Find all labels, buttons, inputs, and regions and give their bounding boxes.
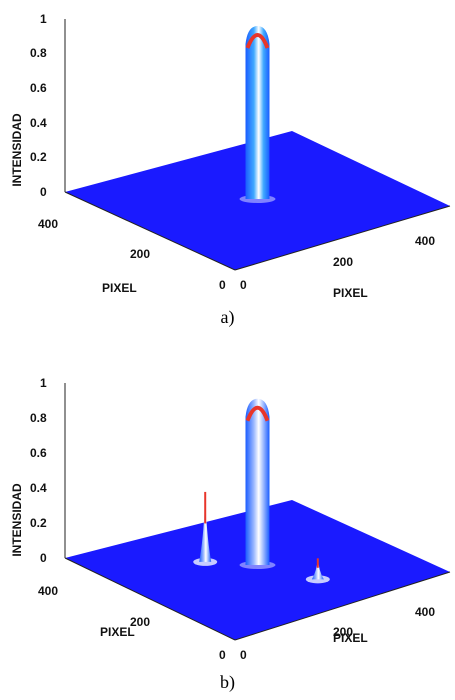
x-tick-label: 0 <box>219 648 226 662</box>
z-tick-label: 0.2 <box>30 150 47 164</box>
peak-top <box>245 405 270 422</box>
y-tick-label: 200 <box>333 625 353 639</box>
z-tick-label: 0.4 <box>30 116 47 130</box>
peaks-group <box>193 398 330 584</box>
surface-peak <box>239 26 276 203</box>
peak-body <box>245 398 270 565</box>
y-tick-label: 400 <box>415 605 435 619</box>
z-tick-label: 0.4 <box>30 481 47 495</box>
z-axis-label: INTENSIDAD <box>10 113 24 187</box>
z-tick-label: 0.2 <box>30 516 47 530</box>
floor-edge-right <box>234 205 451 271</box>
x-tick-label: 200 <box>130 247 150 261</box>
x-tick-label: 200 <box>130 615 150 629</box>
z-tick-label: 0.6 <box>30 81 47 95</box>
y-tick-label: 400 <box>415 234 435 248</box>
x-axis-label: PIXEL <box>102 281 137 295</box>
floor-plane <box>65 500 450 640</box>
x-tick-label: 0 <box>219 278 226 292</box>
floor-edge-left <box>64 191 236 271</box>
floor-edge-left <box>64 557 236 641</box>
z-tick-label: 0.8 <box>30 411 47 425</box>
x-axis-label: PIXEL <box>100 625 135 639</box>
peak-body <box>245 26 270 199</box>
peak-body <box>311 558 324 580</box>
surface-plot-a: 0 0.2 0.4 0.6 0.8 1 400 200 0 0 200 400 … <box>10 12 451 327</box>
z-tick-label: 1 <box>40 12 47 26</box>
surface-peak <box>239 398 276 569</box>
peak-body <box>199 491 212 562</box>
z-axis-label: INTENSIDAD <box>10 483 24 557</box>
peak-top <box>245 33 270 49</box>
y-tick-label: 0 <box>240 278 247 292</box>
figure-caption: b) <box>220 672 235 692</box>
floor-edge-right <box>234 571 451 641</box>
surface-plot-b: 0 0.2 0.4 0.6 0.8 1 400 200 0 0 200 400 … <box>0 350 455 700</box>
z-tick-label: 0 <box>40 551 47 565</box>
y-axis-label: PIXEL <box>333 631 368 645</box>
y-tick-label: 0 <box>240 648 247 662</box>
peaks-group <box>239 26 276 203</box>
y-axis-label: PIXEL <box>333 286 368 300</box>
x-tick-label: 400 <box>38 584 58 598</box>
z-tick-label: 0 <box>40 185 47 199</box>
y-tick-label: 200 <box>333 255 353 269</box>
figure-caption: a) <box>220 307 235 327</box>
chart-svg-a: 0 0.2 0.4 0.6 0.8 1 400 200 0 0 200 400 … <box>10 12 451 300</box>
x-tick-label: 400 <box>38 217 58 231</box>
z-tick-label: 1 <box>40 376 47 390</box>
chart-svg-b: 0 0.2 0.4 0.6 0.8 1 400 200 0 0 200 400 … <box>10 376 451 662</box>
surface-peak <box>305 558 330 584</box>
surface-peak <box>193 491 218 566</box>
z-tick-label: 0.8 <box>30 46 47 60</box>
z-tick-label: 0.6 <box>30 446 47 460</box>
